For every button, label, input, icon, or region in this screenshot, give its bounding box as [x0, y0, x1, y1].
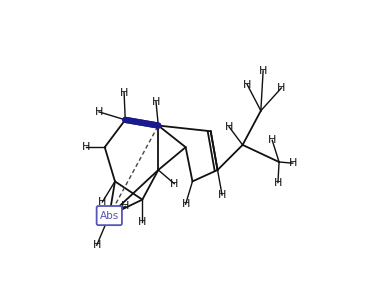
- Text: H: H: [138, 218, 147, 227]
- Text: H: H: [274, 178, 282, 188]
- FancyBboxPatch shape: [97, 206, 122, 225]
- Text: H: H: [93, 240, 101, 250]
- Text: H: H: [268, 135, 276, 145]
- Text: H: H: [243, 80, 251, 89]
- Text: H: H: [288, 158, 297, 168]
- Text: H: H: [225, 122, 233, 132]
- Text: H: H: [121, 202, 130, 211]
- Text: H: H: [82, 142, 91, 152]
- Text: H: H: [98, 197, 107, 207]
- Text: H: H: [181, 199, 190, 209]
- Text: H: H: [277, 83, 285, 93]
- Text: H: H: [152, 96, 160, 107]
- Text: H: H: [259, 66, 267, 76]
- Text: H: H: [218, 190, 226, 200]
- Text: Abs: Abs: [100, 210, 119, 221]
- Text: H: H: [120, 88, 128, 97]
- Text: H: H: [170, 179, 179, 189]
- Text: H: H: [95, 107, 103, 117]
